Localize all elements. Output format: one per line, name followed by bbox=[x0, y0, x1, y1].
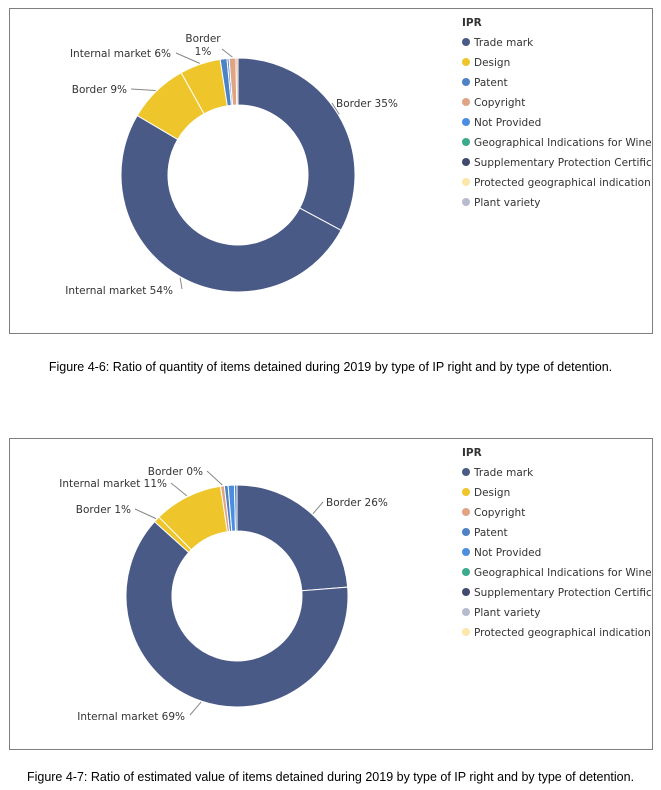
slice-leader-line bbox=[206, 470, 223, 486]
legend-dot-icon bbox=[462, 138, 470, 146]
legend-label: Copyright bbox=[474, 97, 525, 109]
legend-dot-icon bbox=[462, 78, 470, 86]
slice-leader-line bbox=[189, 701, 202, 716]
legend-label: Plant variety bbox=[474, 607, 540, 619]
legend-label: Supplementary Protection Certificate ... bbox=[474, 157, 652, 169]
slice-leader-line bbox=[130, 88, 156, 91]
figure-4-7-caption: Figure 4-7: Ratio of estimated value of … bbox=[26, 770, 635, 784]
legend-dot-icon bbox=[462, 158, 470, 166]
legend-title: IPR bbox=[462, 447, 482, 459]
legend-label: Plant variety bbox=[474, 197, 540, 209]
slice-leader-line bbox=[179, 277, 183, 290]
legend-label: Trade mark bbox=[473, 37, 534, 49]
slice-label: Internal market 6% bbox=[70, 48, 171, 60]
legend-dot-icon bbox=[462, 628, 470, 636]
legend: IPR Trade mark Design Copyright Patent Not Pr… bbox=[462, 447, 652, 639]
legend-item[interactable]: Design bbox=[462, 57, 510, 69]
slice-label: Internal market 69% bbox=[77, 711, 185, 723]
legend-dot-icon bbox=[462, 118, 470, 126]
legend-item[interactable]: Copyright bbox=[462, 507, 525, 519]
legend-dot-icon bbox=[462, 608, 470, 616]
slice-label: Border 1% bbox=[185, 33, 221, 58]
donut-slices bbox=[125, 484, 349, 708]
legend-label: Protected geographical indication bbox=[474, 177, 651, 189]
donut-slice[interactable] bbox=[233, 484, 238, 532]
legend-label: Trade mark bbox=[473, 467, 534, 479]
legend-dot-icon bbox=[462, 508, 470, 516]
donut-slice[interactable] bbox=[235, 57, 239, 106]
legend-dot-icon bbox=[462, 38, 470, 46]
figure-4-6-caption: Figure 4-6: Ratio of quantity of items d… bbox=[48, 360, 613, 374]
legend-dot-icon bbox=[462, 58, 470, 66]
slice-label: Internal market 11% bbox=[59, 478, 167, 490]
legend-title: IPR bbox=[462, 17, 482, 29]
donut-slice[interactable] bbox=[120, 114, 342, 293]
donut-chart-quantity: Border 35% Internal market 54% Border 9% In… bbox=[65, 17, 652, 297]
legend-item[interactable]: Trade mark bbox=[462, 467, 534, 479]
legend-label: Patent bbox=[474, 527, 508, 539]
legend-item[interactable]: Design bbox=[462, 487, 510, 499]
legend-label: Not Provided bbox=[474, 117, 541, 129]
legend-label: Supplementary Protection Certificate ... bbox=[474, 587, 652, 599]
legend-item[interactable]: Protected geographical indication bbox=[462, 177, 651, 189]
legend-label: Geographical Indications for Wine bbox=[474, 567, 652, 579]
legend-dot-icon bbox=[462, 198, 470, 206]
legend-item[interactable]: Plant variety bbox=[462, 197, 540, 209]
slice-leader-line bbox=[175, 52, 200, 64]
legend-item[interactable]: Geographical Indications for Wine bbox=[462, 137, 652, 149]
legend-item[interactable]: Copyright bbox=[462, 97, 525, 109]
legend-item[interactable]: Not Provided bbox=[462, 547, 541, 559]
donut-slices bbox=[120, 57, 356, 293]
slice-leader-line bbox=[312, 501, 324, 515]
figure-4-7-panel: Border 26% Internal market 69% Border 1% In… bbox=[9, 438, 653, 750]
slice-leader-line bbox=[331, 102, 340, 115]
donut-slice[interactable] bbox=[237, 57, 356, 231]
slice-label: Border 9% bbox=[72, 84, 127, 96]
slice-leader-line bbox=[221, 48, 233, 58]
legend-item[interactable]: Protected geographical indication bbox=[462, 627, 651, 639]
legend-item[interactable]: Plant variety bbox=[462, 607, 540, 619]
legend-dot-icon bbox=[462, 468, 470, 476]
legend-item[interactable]: Patent bbox=[462, 527, 508, 539]
slice-label: Border 26% bbox=[326, 497, 388, 509]
donut-chart-value: Border 26% Internal market 69% Border 1% In… bbox=[59, 447, 652, 723]
slice-label: Border 0% bbox=[148, 466, 203, 478]
legend-item[interactable]: Geographical Indications for Wine bbox=[462, 567, 652, 579]
slice-label: Border 1% bbox=[76, 504, 131, 516]
slice-leader-line bbox=[170, 482, 188, 497]
legend-dot-icon bbox=[462, 548, 470, 556]
legend-dot-icon bbox=[462, 488, 470, 496]
legend-dot-icon bbox=[462, 588, 470, 596]
legend-dot-icon bbox=[462, 568, 470, 576]
slice-label: Internal market 54% bbox=[65, 285, 173, 297]
legend-label: Design bbox=[474, 57, 510, 69]
legend: IPR Trade mark Design Patent Copyright Not Pr… bbox=[462, 17, 652, 209]
slice-label: Border 35% bbox=[336, 98, 398, 110]
donut-slice[interactable] bbox=[125, 520, 349, 708]
legend-label: Patent bbox=[474, 77, 508, 89]
legend-label: Design bbox=[474, 487, 510, 499]
legend-item[interactable]: Not Provided bbox=[462, 117, 541, 129]
legend-dot-icon bbox=[462, 178, 470, 186]
slice-leader-line bbox=[134, 508, 157, 520]
legend-dot-icon bbox=[462, 98, 470, 106]
legend-item[interactable]: Trade mark bbox=[462, 37, 534, 49]
legend-item[interactable]: Supplementary Protection Certificate ... bbox=[462, 587, 652, 599]
legend-label: Protected geographical indication bbox=[474, 627, 651, 639]
legend-item[interactable]: Supplementary Protection Certificate ... bbox=[462, 157, 652, 169]
legend-label: Copyright bbox=[474, 507, 525, 519]
legend-label: Geographical Indications for Wine bbox=[474, 137, 652, 149]
legend-dot-icon bbox=[462, 528, 470, 536]
legend-item[interactable]: Patent bbox=[462, 77, 508, 89]
legend-label: Not Provided bbox=[474, 547, 541, 559]
figure-4-6-panel: Border 35% Internal market 54% Border 9% In… bbox=[9, 8, 653, 334]
